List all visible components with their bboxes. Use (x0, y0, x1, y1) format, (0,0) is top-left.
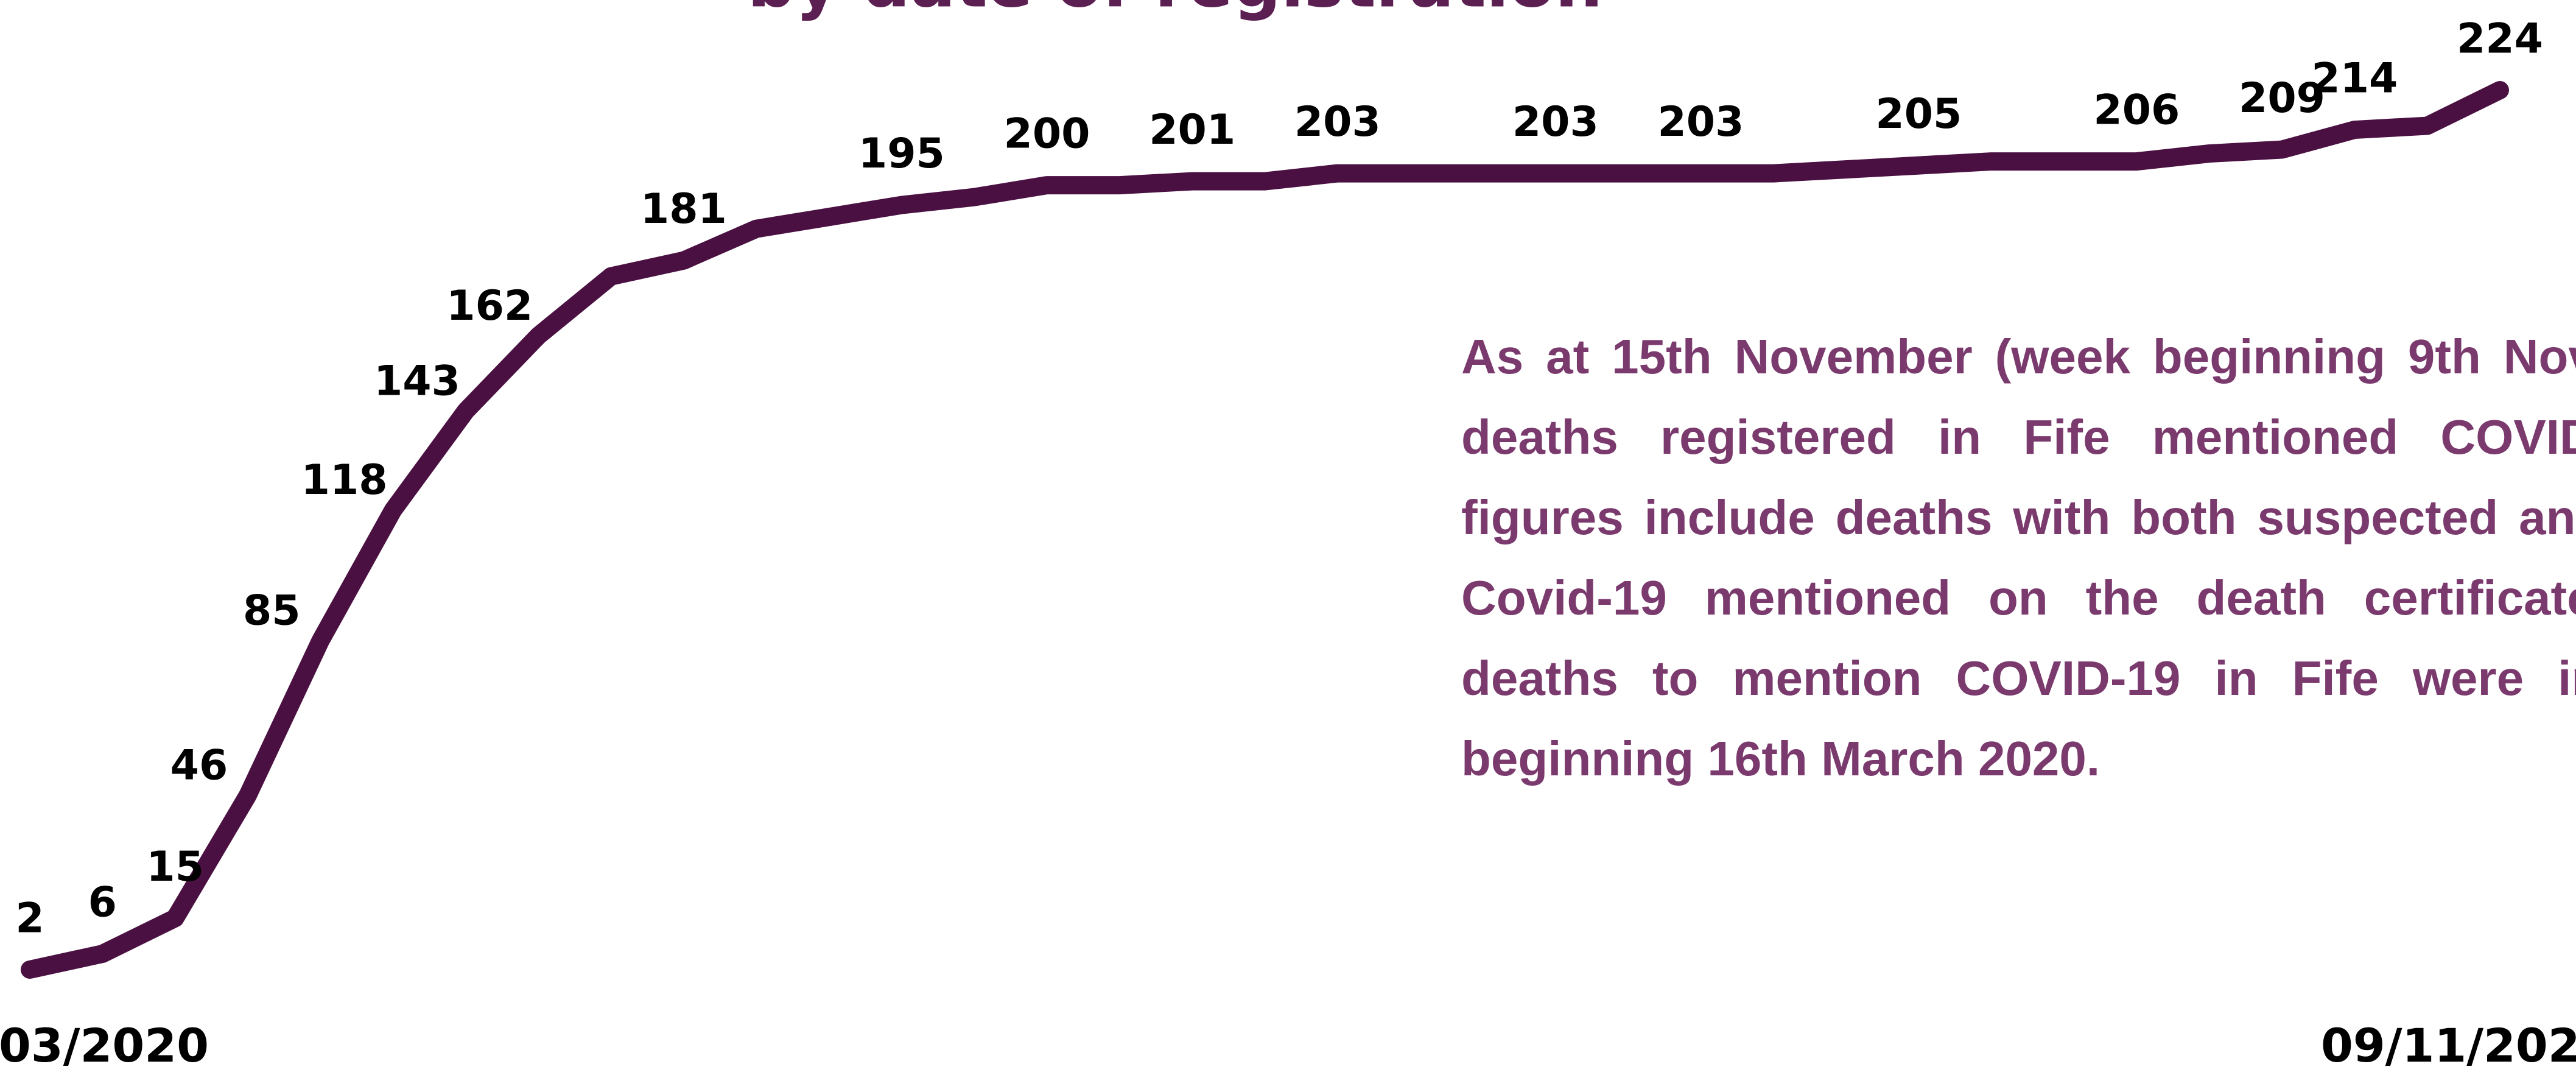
data-label: 203 (1294, 98, 1381, 146)
data-label: 200 (1004, 110, 1090, 158)
data-label: 209 (2239, 74, 2325, 122)
chart-subtitle: by date of registration (748, 0, 1603, 22)
data-label: 143 (374, 357, 460, 405)
x-tick-label: 09/11/2020 (2321, 1018, 2576, 1073)
data-label: 224 (2457, 15, 2543, 63)
data-label: 206 (2093, 86, 2180, 135)
data-label: 181 (640, 185, 727, 233)
data-label: 201 (1149, 106, 1235, 154)
data-label: 203 (1512, 98, 1599, 146)
data-label: 85 (243, 587, 301, 635)
data-label: 6 (88, 879, 117, 927)
data-label: 46 (170, 741, 228, 789)
data-label: 203 (1657, 98, 1744, 146)
x-tick-label: 16/03/2020 (0, 1018, 209, 1073)
data-label: 2 (15, 895, 44, 943)
data-label: 118 (301, 456, 388, 504)
annotation: As at 15th November (week beginning 9th … (1461, 330, 2576, 786)
data-label: 205 (1875, 90, 1962, 138)
data-line (21, 81, 2509, 979)
data-label: 162 (446, 282, 533, 330)
data-label: 195 (858, 130, 945, 178)
data-label: 214 (2311, 55, 2398, 103)
data-label: 15 (146, 843, 204, 891)
